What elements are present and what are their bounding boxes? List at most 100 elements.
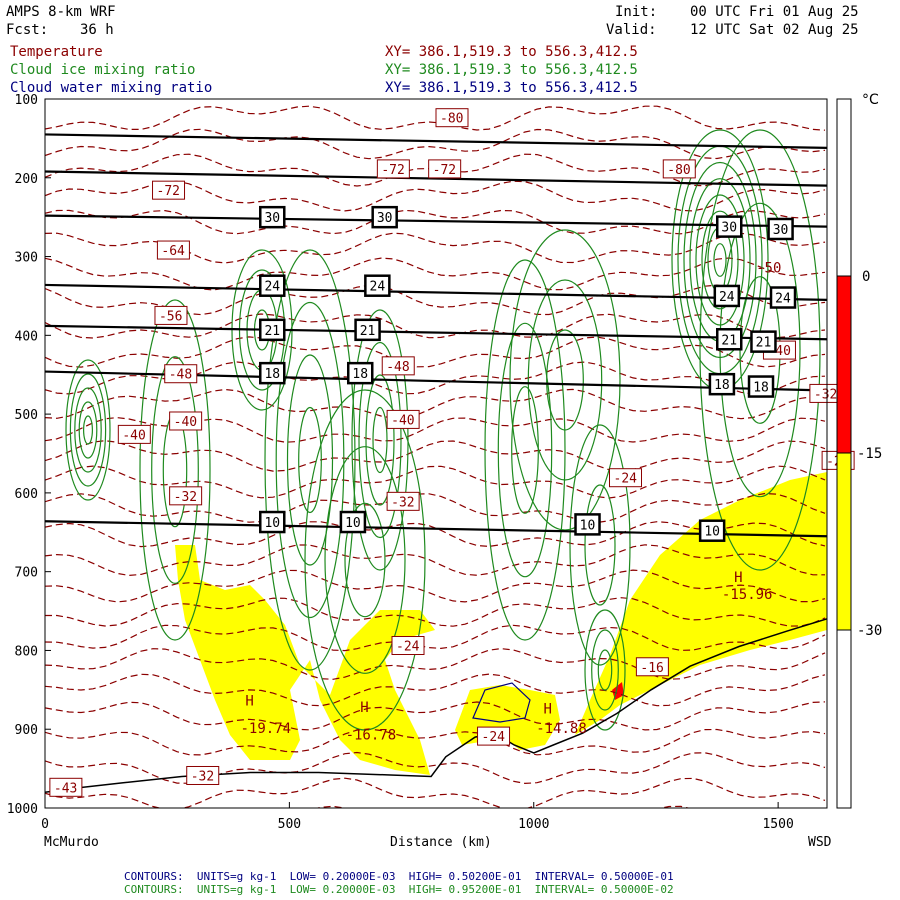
colorbar: °C 0 -15 -30	[836, 92, 882, 809]
y-tick-label: 900	[15, 723, 38, 738]
field-xy-temperature: XY= 386.1,519.3 to 556.3,412.5	[385, 44, 638, 60]
extremum-annotation: -19.74	[241, 721, 292, 737]
cloud-ice-contour	[324, 446, 406, 674]
temperature-label-box	[154, 305, 188, 325]
cloud-ice-contour	[344, 502, 386, 618]
cloud-ice-contour	[584, 609, 626, 731]
init-label: Init:	[615, 4, 658, 20]
y-tick-label: 600	[15, 487, 38, 502]
temperature-contour	[45, 701, 826, 731]
cloud-ice-contour	[304, 389, 426, 731]
theta-label: 24	[775, 292, 791, 307]
temperature-label: -72	[433, 163, 456, 178]
temperature-contour	[45, 388, 826, 420]
init-value: 00 UTC Fri 01 Aug 25	[690, 4, 859, 20]
cloud-ice-contour	[365, 374, 395, 506]
forecast-value: 36 h	[80, 22, 114, 38]
extremum-annotation: -50	[756, 260, 781, 276]
cloud-ice-contour	[372, 406, 388, 474]
temperature-label-box	[428, 159, 462, 179]
temperature-contour	[45, 128, 826, 160]
footer-contours-water: CONTOURS: UNITS=g kg-1 LOW= 0.20000E-03 …	[124, 870, 674, 883]
y-axis: 100 200 300 400 500 600 700 800 900 1000	[7, 93, 51, 817]
temperature-contour	[45, 728, 826, 756]
temperature-contour	[45, 569, 826, 603]
theta-label-box	[708, 372, 736, 396]
theta-line-30	[45, 214, 827, 228]
temperature-label: -80	[440, 112, 463, 127]
valid-value: 12 UTC Sat 02 Aug 25	[690, 22, 859, 38]
temperature-contour	[45, 544, 825, 577]
theta-line-10	[45, 520, 827, 538]
temperature-contour	[45, 105, 826, 131]
y-tick-label: 200	[15, 172, 38, 187]
theta-lines	[45, 133, 827, 538]
theta-label-box	[767, 217, 794, 241]
theta-label: 21	[756, 336, 772, 351]
cloud-ice-contour	[298, 406, 322, 514]
temperature-label-box	[662, 159, 696, 179]
cloud-ice-contour	[286, 354, 334, 566]
temperature-contour	[45, 624, 826, 652]
theta-label-box	[259, 510, 286, 534]
temperature-label-box	[152, 180, 186, 200]
temperature-label-box	[477, 726, 511, 746]
extremum-annotation: -15.96	[722, 587, 773, 603]
temperature-label-box	[49, 777, 83, 797]
theta-label: 30	[721, 221, 737, 236]
theta-label-box	[769, 286, 797, 309]
colorbar-unit: °C	[862, 92, 879, 108]
theta-label-box	[339, 510, 367, 534]
temperature-contour	[45, 597, 826, 627]
temperature-contour	[45, 751, 826, 785]
temperature-contour	[45, 313, 826, 339]
x-axis: 0 500 1000 1500	[41, 802, 794, 832]
theta-label-box	[346, 361, 374, 385]
theta-label: 10	[264, 516, 280, 531]
x-tick-label: 500	[278, 817, 301, 832]
cloud-ice-contour	[264, 249, 356, 671]
theta-label: 24	[264, 280, 280, 295]
colorbar-yellow	[836, 452, 852, 631]
colorbar-label-15: -15	[857, 446, 882, 462]
x-axis-title: Distance (km)	[390, 835, 492, 850]
plot-frame	[44, 98, 828, 809]
cloud-ice-contour	[699, 129, 821, 571]
cloud-ice-contour	[509, 229, 621, 531]
theta-label: 10	[580, 518, 596, 533]
cloud-ice-contour	[591, 629, 619, 711]
extremum-annotation: -14.88	[536, 721, 587, 737]
theta-label-box	[259, 361, 286, 385]
cloud-ice-contour	[275, 301, 345, 619]
extremum-annotation: H	[360, 700, 368, 716]
cloud-ice-contour	[527, 279, 603, 481]
temperature-label: -40	[391, 413, 414, 428]
temperature-label-box	[164, 364, 198, 384]
temperature-label-box	[156, 240, 190, 260]
temperature-labels: -80 -72 -72 -80 -72 -64 -56 -48 -48 -40 -40 -40 -32 -…	[49, 108, 855, 797]
theta-label-box	[259, 274, 286, 297]
field-name-temperature: Temperature	[10, 44, 103, 60]
cloud-ice-contour	[151, 356, 199, 584]
temperature-label: -32	[814, 387, 837, 402]
colorbar-white-top	[836, 98, 852, 277]
temperature-contour	[45, 336, 826, 368]
x-endpoint-left: McMurdo	[44, 835, 99, 850]
cloud-ice-contour	[584, 484, 616, 606]
temperature-label-box	[381, 356, 415, 376]
theta-label: 24	[719, 290, 735, 305]
x-tick-label: 1500	[762, 817, 793, 832]
y-tick-label: 500	[15, 408, 38, 423]
temperature-label: -64	[161, 244, 185, 259]
x-tick-label: 0	[41, 817, 49, 832]
temperature-label: -56	[159, 309, 182, 324]
extremum-annotation: H	[734, 570, 742, 586]
theta-label: 21	[360, 324, 376, 339]
theta-label: 21	[721, 333, 737, 348]
extrema-annotations: H-19.74H-16.78H-14.88H-15.96-50	[241, 260, 782, 743]
y-tick-label: 800	[15, 644, 38, 659]
temperature-label-box	[635, 657, 669, 677]
cloud-ice-contour	[484, 259, 566, 641]
theta-label-box	[371, 205, 398, 229]
